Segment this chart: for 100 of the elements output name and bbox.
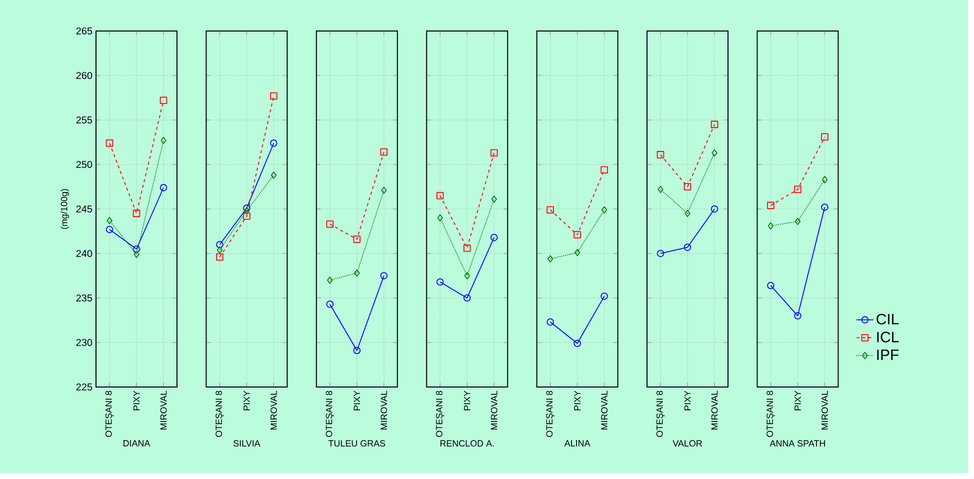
point: [270, 139, 278, 147]
point: [546, 318, 554, 326]
x-axis-title: ALINA: [564, 440, 590, 446]
point: [656, 250, 664, 258]
point: [794, 312, 802, 320]
point: [160, 96, 168, 104]
x-axis-title: TULEU GRAS: [328, 440, 386, 447]
x-tick-label: PIXY: [354, 390, 360, 410]
point: [490, 234, 498, 242]
point: [546, 206, 554, 214]
point: [134, 250, 140, 258]
x-tick-label: OTEŞANI 8: [105, 390, 114, 437]
x-tick-label: PIXY: [244, 390, 250, 410]
point: [822, 176, 828, 184]
y-tick-label: 245: [76, 205, 92, 213]
point: [327, 276, 333, 284]
x-axis-title: DIANA: [124, 440, 150, 446]
point: [821, 204, 828, 211]
point: [381, 186, 387, 194]
legend-label: IPF: [877, 350, 899, 360]
point: [437, 214, 443, 222]
point: [712, 149, 718, 157]
x-tick-label: MIROVAL: [601, 390, 608, 430]
y-tick-label: 235: [76, 294, 92, 302]
x-tick-label: OTEŞANI 8: [436, 390, 444, 437]
y-tick-label: 240: [76, 250, 92, 258]
point: [658, 186, 664, 194]
point: [574, 231, 581, 238]
point: [160, 136, 166, 144]
x-tick-label: MIROVAL: [270, 390, 277, 430]
point: [710, 120, 718, 128]
x-tick-label: OTEŞANI 8: [656, 390, 665, 437]
point: [574, 248, 580, 256]
point: [768, 222, 774, 230]
point: [353, 236, 361, 243]
point: [794, 218, 801, 226]
point: [216, 246, 223, 254]
x-tick-label: MIROVAL: [160, 390, 167, 430]
point: [243, 204, 250, 212]
point: [547, 255, 554, 262]
x-tick-label: PIXY: [794, 390, 801, 410]
point: [436, 192, 444, 200]
point: [464, 272, 470, 280]
point: [132, 210, 140, 218]
x-tick-label: MIROVAL: [380, 390, 388, 430]
point: [600, 166, 608, 174]
x-tick-label: OTEŞANI 8: [766, 390, 775, 437]
point: [600, 292, 608, 300]
point: [574, 340, 581, 348]
point: [106, 216, 112, 224]
legend-label: CIL: [876, 314, 899, 324]
point: [380, 272, 388, 280]
point: [106, 226, 114, 234]
point: [326, 300, 334, 308]
y-tick-label: 250: [76, 160, 92, 168]
x-axis-title: VALOR: [672, 440, 702, 447]
y-tick-label: 265: [76, 27, 92, 35]
point: [710, 205, 718, 213]
legend-label: ICL: [877, 332, 899, 342]
point: [463, 244, 471, 252]
x-tick-label: OTEŞANI 8: [216, 390, 224, 437]
point: [326, 220, 334, 228]
point: [684, 244, 692, 251]
point: [380, 148, 388, 156]
point: [491, 196, 497, 203]
x-tick-label: PIXY: [464, 390, 470, 410]
x-tick-label: PIXY: [574, 390, 580, 410]
point: [160, 184, 168, 192]
y-axis-title: (mg/100g): [60, 189, 70, 229]
point: [601, 206, 608, 214]
point: [132, 245, 140, 253]
point: [463, 294, 471, 302]
x-tick-label: OTEŞANI 8: [546, 390, 554, 437]
point: [767, 202, 774, 210]
x-tick-label: OTEŞANI 8: [326, 390, 334, 437]
point: [684, 210, 690, 218]
x-axis-title: SILVIA: [233, 440, 260, 447]
y-tick-label: 255: [76, 116, 92, 124]
point: [656, 151, 664, 158]
point: [270, 92, 278, 100]
point: [270, 172, 277, 179]
point: [243, 212, 250, 220]
point: [216, 253, 224, 261]
point: [106, 139, 114, 147]
point: [353, 346, 361, 354]
point: [244, 207, 250, 214]
x-axis-title: RENCLOD A.: [440, 440, 494, 447]
point: [794, 186, 802, 194]
point: [216, 240, 224, 248]
x-tick-label: MIROVAL: [711, 390, 718, 430]
point: [354, 269, 360, 277]
x-tick-label: MIROVAL: [490, 390, 498, 430]
point: [684, 183, 692, 190]
y-tick-label: 260: [76, 72, 92, 80]
x-tick-label: MIROVAL: [822, 390, 828, 430]
y-tick-label: 230: [76, 338, 92, 346]
point: [821, 133, 828, 141]
point: [490, 149, 498, 157]
x-tick-label: PIXY: [684, 390, 691, 410]
point: [767, 282, 774, 290]
